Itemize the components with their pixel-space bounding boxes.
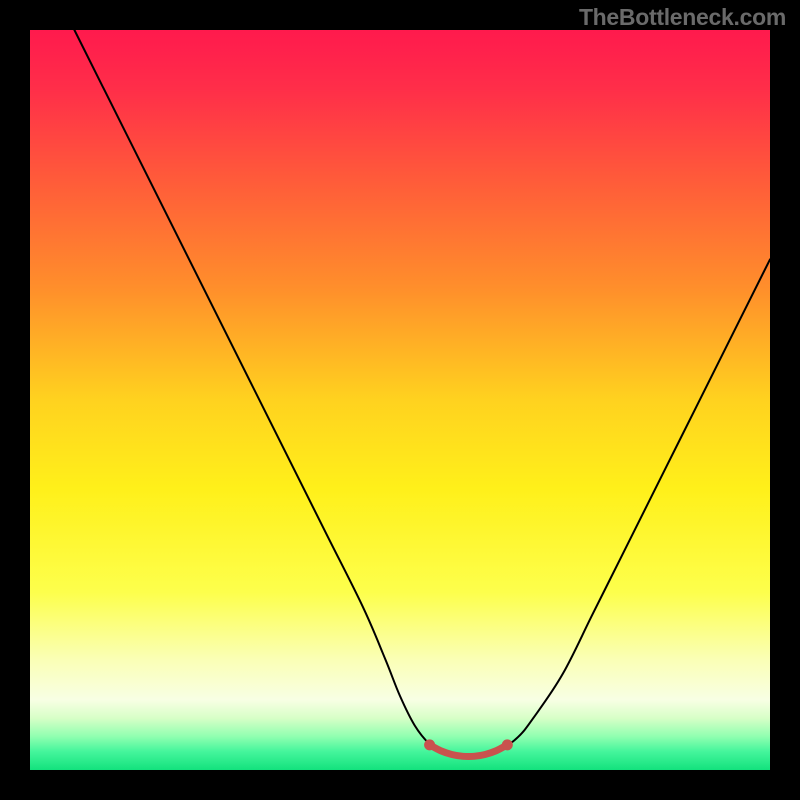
chart-svg — [0, 0, 800, 800]
watermark-text: TheBottleneck.com — [579, 4, 786, 31]
chart-frame: TheBottleneck.com — [0, 0, 800, 800]
optimum-band-end-dot — [502, 739, 513, 750]
optimum-band-start-dot — [424, 739, 435, 750]
